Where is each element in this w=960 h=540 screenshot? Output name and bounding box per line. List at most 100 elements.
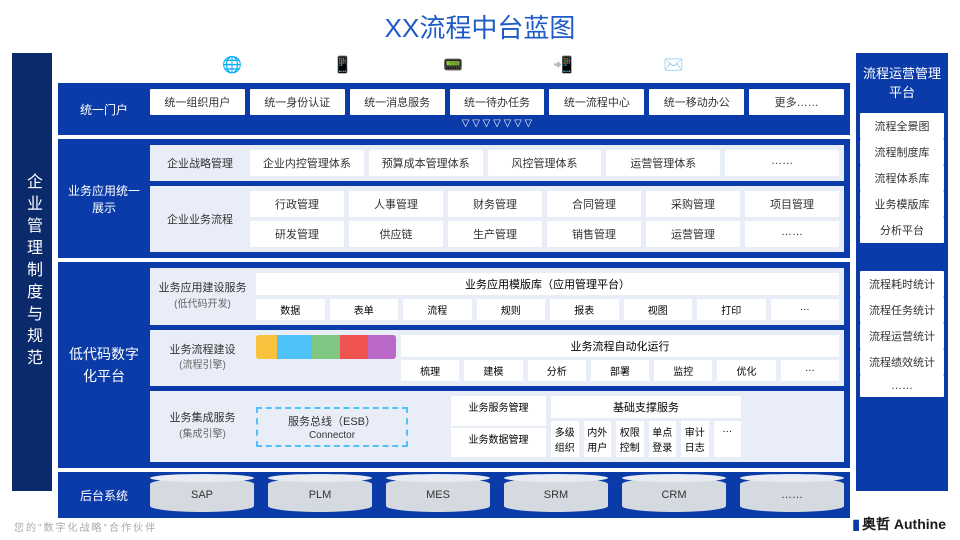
portal-item: 统一流程中心: [549, 89, 644, 115]
process-item: 部署: [591, 360, 649, 381]
mail-icon: ✉️: [664, 55, 686, 77]
process-item: 分析: [528, 360, 586, 381]
build-header: 业务应用模版库（应用管理平台）: [256, 273, 839, 295]
biz-item: 生产管理: [448, 221, 542, 247]
build-label: 业务应用建设服务(低代码开发): [155, 281, 250, 312]
right-item: 流程全景图: [860, 113, 944, 139]
lowcode-panel: 低代码数字化平台 业务应用建设服务(低代码开发) 业务应用模版库（应用管理平台）…: [58, 262, 850, 468]
build-item: 数据: [256, 299, 325, 320]
right-panel: 流程运营管理平台 流程全景图流程制度库流程体系库业务模版库分析平台 流程耗时统计…: [856, 53, 948, 491]
data-mgmt: 业务数据管理: [451, 428, 546, 458]
right-item: ……: [860, 375, 944, 397]
portal-panel: 统一门户 统一组织用户统一身份认证统一消息服务统一待办任务统一流程中心统一移动办…: [58, 83, 850, 135]
backend-cylinder: PLM: [268, 478, 372, 512]
build-item: …: [771, 299, 840, 320]
flow-diagram-icon: [256, 335, 396, 359]
strategy-label: 企业战略管理: [155, 155, 245, 171]
backend-cylinder: MES: [386, 478, 490, 512]
right-item: 流程制度库: [860, 139, 944, 165]
portal-item: 更多……: [749, 89, 844, 115]
globe-icon: 🌐: [222, 55, 244, 77]
process-item: 优化: [717, 360, 775, 381]
right-title: 流程运营管理平台: [860, 59, 944, 109]
process-header: 业务流程自动化运行: [401, 335, 839, 357]
biz-item: 采购管理: [646, 191, 740, 217]
biz-label: 企业业务流程: [155, 211, 245, 227]
left-vertical-label: 企业管理制度与规范: [12, 53, 52, 491]
build-item: 视图: [624, 299, 693, 320]
build-item: 打印: [697, 299, 766, 320]
right-item: 流程耗时统计: [860, 271, 944, 297]
biz-section: 企业业务流程 行政管理人事管理财务管理合同管理采购管理项目管理 研发管理供应链生…: [150, 186, 844, 252]
backend-label: 后台系统: [64, 478, 144, 512]
integration-section: 业务集成服务(集成引擎) 服务总线（ESB）Connector 业务服务管理 业…: [150, 391, 844, 462]
biz-item: 研发管理: [250, 221, 344, 247]
base-item: 单点登录: [649, 421, 677, 457]
process-item: …: [781, 360, 839, 381]
right-item: 流程任务统计: [860, 297, 944, 323]
process-item: 建模: [464, 360, 522, 381]
biz-item: ……: [745, 221, 839, 247]
process-item: 梳理: [401, 360, 459, 381]
mobile-icon: 📲: [553, 55, 575, 77]
right-item: 流程绩效统计: [860, 349, 944, 375]
base-item: 审计日志: [681, 421, 709, 457]
build-item: 表单: [330, 299, 399, 320]
right-item: 业务模版库: [860, 191, 944, 217]
build-item: 规则: [477, 299, 546, 320]
backend-cylinder: CRM: [622, 478, 726, 512]
biz-item: 人事管理: [349, 191, 443, 217]
backend-panel: 后台系统 SAP PLM MES SRM CRM ……: [58, 472, 850, 518]
build-section: 业务应用建设服务(低代码开发) 业务应用模版库（应用管理平台） 数据表单流程规则…: [150, 268, 844, 325]
process-label: 业务流程建设(流程引擎): [155, 343, 250, 374]
biz-item: 行政管理: [250, 191, 344, 217]
integration-label: 业务集成服务(集成引擎): [155, 411, 250, 442]
strategy-item: 企业内控管理体系: [250, 150, 364, 176]
portal-item: 统一身份认证: [250, 89, 345, 115]
center-column: 🌐 📱 📟 📲 ✉️ 统一门户 统一组织用户统一身份认证统一消息服务统一待办任务…: [58, 53, 850, 518]
biz-item: 销售管理: [547, 221, 641, 247]
build-item: 报表: [550, 299, 619, 320]
base-header: 基础支撑服务: [551, 396, 741, 418]
svc-mgmt: 业务服务管理: [451, 396, 546, 426]
app-layer-panel: 业务应用统一展示 企业战略管理 企业内控管理体系预算成本管理体系风控管理体系运营…: [58, 139, 850, 258]
device-icons-row: 🌐 📱 📟 📲 ✉️: [58, 53, 850, 79]
portal-label: 统一门户: [64, 89, 144, 129]
lowcode-label: 低代码数字化平台: [64, 268, 144, 462]
strategy-item: 风控管理体系: [488, 150, 602, 176]
process-item: 监控: [654, 360, 712, 381]
portal-item: 统一组织用户: [150, 89, 245, 115]
biz-item: 财务管理: [448, 191, 542, 217]
phone-icon: 📱: [333, 55, 355, 77]
strategy-item: ……: [725, 150, 839, 176]
base-item: 权限控制: [616, 421, 644, 457]
footer-text: 您的"数字化战略"合作伙伴: [14, 519, 157, 534]
process-section: 业务流程建设(流程引擎) 业务流程自动化运行 梳理建模分析部署监控优化 …: [150, 330, 844, 386]
portal-item: 统一待办任务: [450, 89, 545, 115]
biz-item: 合同管理: [547, 191, 641, 217]
portal-item: 统一消息服务: [350, 89, 445, 115]
biz-item: 运营管理: [646, 221, 740, 247]
esb-box: 服务总线（ESB）Connector: [256, 407, 408, 447]
biz-item: 供应链: [349, 221, 443, 247]
base-item: …: [714, 421, 742, 457]
page-title: XX流程中台蓝图: [0, 0, 960, 53]
backend-cylinder: SAP: [150, 478, 254, 512]
brand-logo: 奥哲 Authine: [852, 514, 946, 534]
strategy-item: 运营管理体系: [606, 150, 720, 176]
portal-item: 统一移动办公: [649, 89, 744, 115]
strategy-section: 企业战略管理 企业内控管理体系预算成本管理体系风控管理体系运营管理体系……: [150, 145, 844, 181]
strategy-item: 预算成本管理体系: [369, 150, 483, 176]
biz-item: 项目管理: [745, 191, 839, 217]
base-item: 内外用户: [584, 421, 612, 457]
main-layout: 企业管理制度与规范 🌐 📱 📟 📲 ✉️ 统一门户 统一组织用户统一身份认证统一…: [0, 53, 960, 518]
app-layer-label: 业务应用统一展示: [64, 145, 144, 252]
backend-cylinder: SRM: [504, 478, 608, 512]
right-item: 流程体系库: [860, 165, 944, 191]
backend-cylinder: ……: [740, 478, 844, 512]
right-item: 流程运营统计: [860, 323, 944, 349]
right-item: 分析平台: [860, 217, 944, 243]
base-item: 多级组织: [551, 421, 579, 457]
portal-arrows: ▽ ▽ ▽ ▽ ▽ ▽ ▽: [150, 118, 844, 129]
tablet-icon: 📟: [443, 55, 465, 77]
